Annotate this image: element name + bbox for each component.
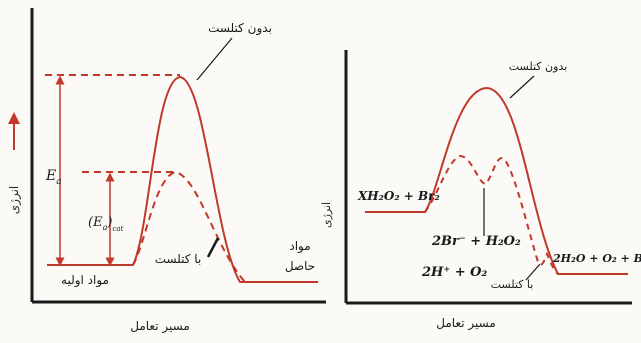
right-catalyzed-label: با کتلست: [491, 278, 534, 291]
right-uncatalyzed-leader: [509, 75, 535, 99]
left-uncatalyzed-curve: [47, 75, 318, 283]
left-ea-cat-label: (Ea)cat: [88, 215, 124, 233]
left-catalyzed-label: با کتلست: [155, 252, 202, 266]
left-reactants-label: مواد اولیه: [61, 273, 109, 288]
right-y-axis-label: انرژی: [320, 202, 333, 228]
right-panel: انرژی XH₂O₂ + Br₂ 2Br⁻ + H₂O₂ 2H⁺ + O₂ 2…: [320, 50, 641, 331]
right-catalyzed-leader: [525, 263, 541, 281]
right-intermediate-equation-1: 2Br⁻ + H₂O₂: [431, 234, 521, 249]
left-products-label-2: حاصل: [285, 259, 315, 273]
left-ea-label: Ea: [45, 168, 62, 187]
right-products-equation: 2H₂O + O₂ + Br₂: [552, 252, 641, 265]
left-panel: انرژی Ea (Ea)cat بدون کتلست با کتلست موا…: [7, 8, 326, 334]
right-uncatalyzed-curve: [365, 86, 628, 275]
left-catalyzed-curve: [132, 170, 246, 283]
left-uncatalyzed-label: بدون کتلست: [208, 21, 272, 36]
left-y-axis-label: انرژی: [7, 186, 22, 214]
right-catalyzed-curve: [424, 154, 559, 275]
left-catalyzed-leader: [206, 237, 220, 258]
left-x-axis-label: مسیر تعامل: [130, 319, 190, 334]
left-products-label-1: مواد: [289, 239, 310, 254]
right-reactants-equation: XH₂O₂ + Br₂: [357, 189, 440, 203]
right-x-axis-label: مسیر تعامل: [436, 316, 496, 331]
right-uncatalyzed-label: بدون کتلست: [509, 60, 568, 73]
right-intermediate-equation-2: 2H⁺ + O₂: [421, 265, 487, 280]
left-uncatalyzed-leader: [196, 37, 233, 81]
